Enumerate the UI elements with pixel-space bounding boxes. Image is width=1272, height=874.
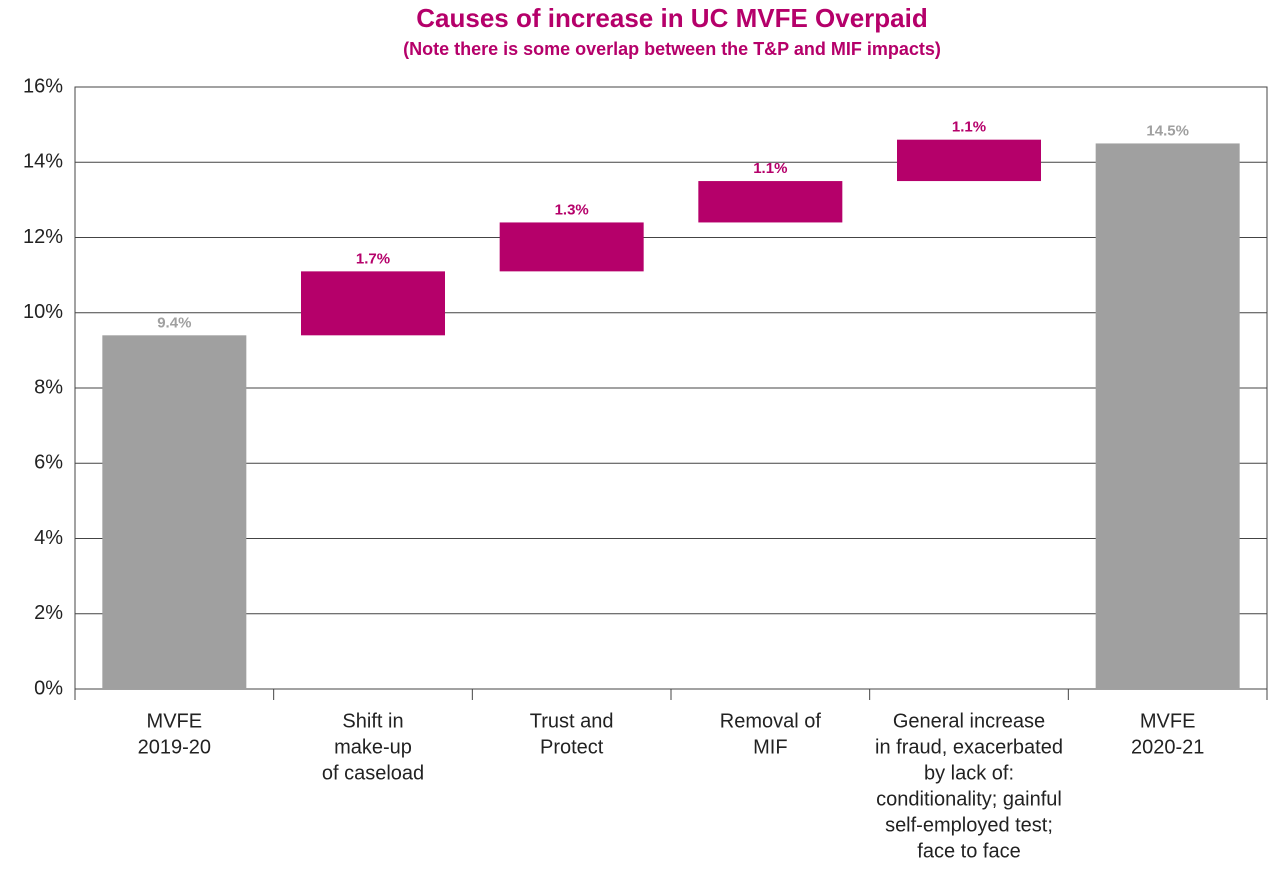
x-tick-label: Removal of (720, 710, 822, 732)
y-tick-label: 8% (34, 376, 63, 398)
x-tick-label: MVFE (1140, 710, 1196, 732)
y-tick-label: 6% (34, 452, 63, 474)
x-tick-label: MVFE (147, 710, 203, 732)
x-tick-label: make-up (334, 736, 412, 758)
y-tick-label: 4% (34, 527, 63, 549)
y-tick-label: 14% (23, 151, 63, 173)
x-tick-label: by lack of: (924, 762, 1014, 784)
bar (698, 181, 843, 223)
value-label: 1.3% (555, 201, 589, 218)
bar (301, 271, 445, 336)
x-tick-label: Protect (540, 736, 604, 758)
x-tick-label: 2020-21 (1131, 736, 1204, 758)
x-tick-label: General increase (893, 710, 1045, 732)
value-label: 1.1% (952, 119, 986, 136)
value-label: 1.7% (356, 250, 390, 267)
x-tick-label: MIF (753, 736, 787, 758)
x-tick-label: Trust and (530, 710, 614, 732)
value-label: 14.5% (1146, 122, 1189, 139)
y-tick-label: 10% (23, 301, 63, 323)
x-tick-label: face to face (917, 840, 1020, 862)
bar (499, 222, 644, 272)
y-tick-label: 12% (23, 226, 63, 248)
value-label: 1.1% (753, 160, 787, 177)
x-tick-label: 2019-20 (138, 736, 211, 758)
bar (1095, 143, 1240, 689)
y-tick-label: 0% (34, 677, 63, 699)
y-tick-label: 16% (23, 75, 63, 97)
x-tick-label: in fraud, exacerbated (875, 736, 1063, 758)
chart-subtitle: (Note there is some overlap between the … (403, 39, 941, 59)
bar (102, 335, 247, 689)
bar (897, 139, 1041, 182)
x-tick-label: of caseload (322, 762, 424, 784)
x-tick-label: Shift in (342, 710, 403, 732)
x-tick-label: self-employed test; (885, 814, 1053, 836)
chart-title: Causes of increase in UC MVFE Overpaid (416, 3, 928, 33)
value-label: 9.4% (157, 314, 191, 331)
y-tick-label: 2% (34, 602, 63, 624)
x-tick-label: conditionality; gainful (876, 788, 1062, 810)
